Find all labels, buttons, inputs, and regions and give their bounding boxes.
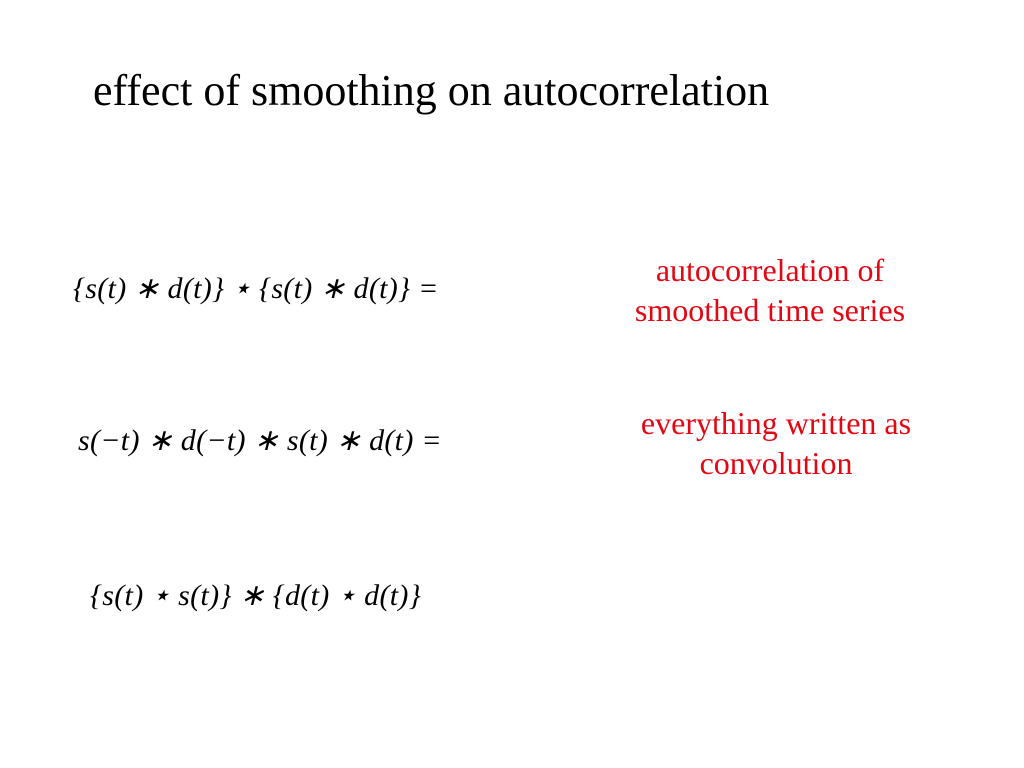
annotation-1-line-2: smoothed time series <box>635 292 905 328</box>
equation-3: {s(t) ⋆ s(t)} ∗ {d(t) ⋆ d(t)} <box>90 578 421 613</box>
annotation-1: autocorrelation of smoothed time series <box>555 250 985 330</box>
annotation-2-line-1: everything written as <box>641 405 911 441</box>
annotation-2-line-2: convolution <box>700 445 853 481</box>
equation-row-2: s(−t) ∗ d(−t) ∗ s(t) ∗ d(t) = <box>78 423 442 458</box>
annotation-2: everything written as convolution <box>546 403 1006 483</box>
annotation-1-line-1: autocorrelation of <box>656 252 884 288</box>
slide: effect of smoothing on autocorrelation {… <box>0 0 1024 768</box>
equation-1: {s(t) ∗ d(t)} ⋆ {s(t) ∗ d(t)} = <box>73 271 439 306</box>
equation-row-3: {s(t) ⋆ s(t)} ∗ {d(t) ⋆ d(t)} <box>90 578 421 613</box>
slide-title: effect of smoothing on autocorrelation <box>93 65 769 116</box>
equation-2: s(−t) ∗ d(−t) ∗ s(t) ∗ d(t) = <box>78 423 442 458</box>
equation-row-1: {s(t) ∗ d(t)} ⋆ {s(t) ∗ d(t)} = <box>73 271 439 306</box>
